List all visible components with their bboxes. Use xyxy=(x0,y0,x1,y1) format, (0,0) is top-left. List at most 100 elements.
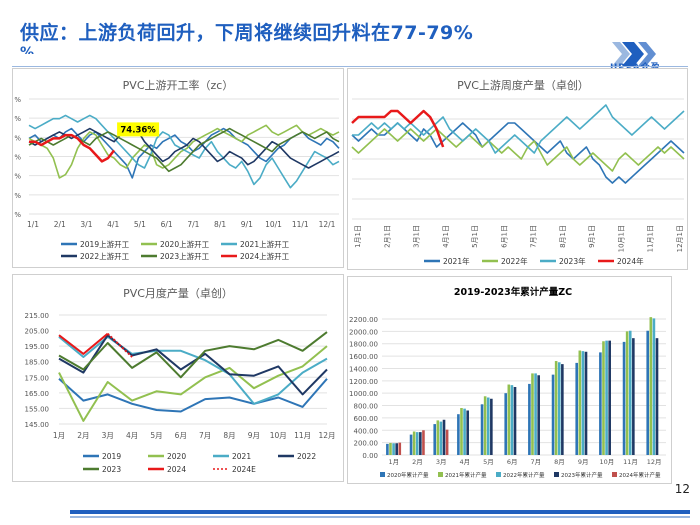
x-tick-label: 8月 xyxy=(554,458,565,466)
y-tick-label: 1400.00 xyxy=(349,365,378,373)
y-tick-label: 1600.00 xyxy=(349,353,378,361)
page-title: 供应：上游负荷回升，下周将继续回升料在77-79% xyxy=(20,22,474,44)
y-tick-label: 165.00 xyxy=(25,390,50,398)
x-tick-label: 12/1 xyxy=(319,220,336,229)
footer-bar-secondary xyxy=(70,516,690,518)
series-line-weekly-3 xyxy=(351,109,445,148)
bar-9-3 xyxy=(608,340,611,455)
y-tick-label: % xyxy=(14,192,21,200)
y-tick-label: 800.00 xyxy=(354,403,379,411)
y-tick-label: 2200.00 xyxy=(349,316,378,324)
legend-swatch xyxy=(496,472,501,477)
x-tick-label: 2/1 xyxy=(54,220,66,229)
y-tick-label: 195.00 xyxy=(25,343,50,351)
legend-label: 2021年累计产量 xyxy=(445,471,487,479)
x-tick-label: 12月 xyxy=(318,431,335,440)
bar-7-0 xyxy=(551,374,555,455)
x-tick-label: 1/1 xyxy=(27,220,39,229)
legend-swatch xyxy=(380,472,385,477)
chart-panel-cumulative-output: 2019-2023年累计产量ZC 0.00 200.00 400.00 600.00 80… xyxy=(347,276,672,484)
x-tick-label: 12月1日 xyxy=(676,225,684,252)
bar-2-4 xyxy=(445,429,449,455)
y-tick-label: 205.00 xyxy=(25,328,50,336)
x-tick-label: 10月 xyxy=(270,431,287,440)
bar-6-3 xyxy=(537,375,540,455)
x-tick-label: 11月1日 xyxy=(647,225,655,252)
legend-label: 2023年 xyxy=(559,256,586,266)
legend-label: 2020 xyxy=(167,452,186,461)
legend-label: 2024年 xyxy=(617,256,644,266)
legend-label: 2024E xyxy=(232,465,256,474)
y-tick-label: 215.00 xyxy=(25,312,50,320)
x-tick-label: 9/1 xyxy=(241,220,253,229)
series-line-monthly-1 xyxy=(58,345,328,422)
legend-label: 2019上游开工 xyxy=(80,239,130,249)
chart-panel-monthly-output: PVC月度产量（卓创） 145.00 155.00 165.00 175.00 185.0… xyxy=(12,274,344,482)
x-tick-label: 5月 xyxy=(150,431,162,440)
x-tick-label: 1月1日 xyxy=(354,225,362,248)
series-line-monthly-4 xyxy=(58,331,328,379)
y-tick-label: % xyxy=(14,115,21,123)
legend-label: 2021年 xyxy=(443,256,470,266)
series-line-monthly-5 xyxy=(58,332,109,355)
bar-10-1 xyxy=(625,331,629,455)
chart-title: PVC上游开工率（zc） xyxy=(123,78,234,92)
x-tick-label: 7月1日 xyxy=(530,225,538,248)
chart-panel-weekly-output: PVC上游周度产量（卓创） 1月1日 2月1日 3月1日 4月1日 5月1日 6月1日 7月1… xyxy=(347,68,688,270)
x-tick-label: 4月 xyxy=(460,458,471,466)
x-tick-label: 7/1 xyxy=(187,220,199,229)
bar-0-4 xyxy=(398,442,402,455)
bar-9-2 xyxy=(605,340,608,455)
x-tick-label: 4/1 xyxy=(107,220,119,229)
y-tick-label: 145.00 xyxy=(25,421,50,429)
legend-label: 2022上游开工 xyxy=(80,251,130,261)
bar-3-2 xyxy=(463,408,466,455)
bar-4-2 xyxy=(486,397,490,455)
chart-title: 2019-2023年累计产量ZC xyxy=(454,286,572,298)
series-line-upstream-2 xyxy=(28,114,340,189)
company-logo xyxy=(612,42,656,66)
bar-11-1 xyxy=(649,317,653,455)
x-tick-label: 9月 xyxy=(578,458,589,466)
x-tick-label: 4月1日 xyxy=(442,225,450,248)
x-tick-label: 8月1日 xyxy=(559,225,567,248)
bar-2-1 xyxy=(436,420,440,455)
bar-5-2 xyxy=(510,385,514,455)
legend-label: 2023 xyxy=(102,465,121,474)
y-tick-label: % xyxy=(14,173,21,181)
x-tick-label: 6/1 xyxy=(161,220,173,229)
upstream-rate-chart: PVC上游开工率（zc）%%%%%%% 1/1 2/1 3/1 4/1 5/1 6/1 7/1… xyxy=(14,78,340,261)
page-title-tail: % xyxy=(20,46,35,54)
y-tick-label: % xyxy=(14,96,21,104)
bar-11-3 xyxy=(655,338,659,455)
bar-1-0 xyxy=(409,434,413,455)
legend-label: 2023上游开工 xyxy=(160,251,210,261)
x-tick-label: 4月 xyxy=(126,431,138,440)
monthly-output-chart: PVC月度产量（卓创） 145.00 155.00 165.00 175.00 185.0… xyxy=(25,286,336,474)
legend-label: 2020上游开工 xyxy=(160,239,210,249)
bar-7-2 xyxy=(557,362,561,455)
series-line-monthly-6 xyxy=(107,332,133,358)
legend-label: 2023年累计产量 xyxy=(561,471,603,479)
x-tick-label: 12月 xyxy=(647,458,662,466)
bar-3-3 xyxy=(466,410,469,455)
y-tick-label: % xyxy=(14,154,21,162)
weekly-output-chart: PVC上游周度产量（卓创） 1月1日 2月1日 3月1日 4月1日 5月1日 6月1日 7月1… xyxy=(351,78,685,266)
legend-swatch xyxy=(554,472,559,477)
legend-label: 2024年累计产量 xyxy=(619,471,661,479)
x-tick-label: 6月 xyxy=(175,431,187,440)
y-tick-label: 155.00 xyxy=(25,405,50,413)
x-tick-label: 9月 xyxy=(248,431,260,440)
x-tick-label: 3月 xyxy=(102,431,114,440)
series-line-upstream-5 xyxy=(29,133,116,163)
chart-title: PVC月度产量（卓创） xyxy=(123,286,233,300)
bar-0-0 xyxy=(386,443,389,455)
x-tick-label: 2月1日 xyxy=(383,225,391,248)
bar-8-3 xyxy=(584,351,588,455)
bar-1-3 xyxy=(419,432,422,455)
bar-9-0 xyxy=(599,352,602,455)
x-tick-label: 11/1 xyxy=(292,220,309,229)
y-tick-label: 1800.00 xyxy=(349,341,378,349)
legend-label: 2021上游开工 xyxy=(240,239,290,249)
series-line-weekly-1 xyxy=(351,128,685,172)
